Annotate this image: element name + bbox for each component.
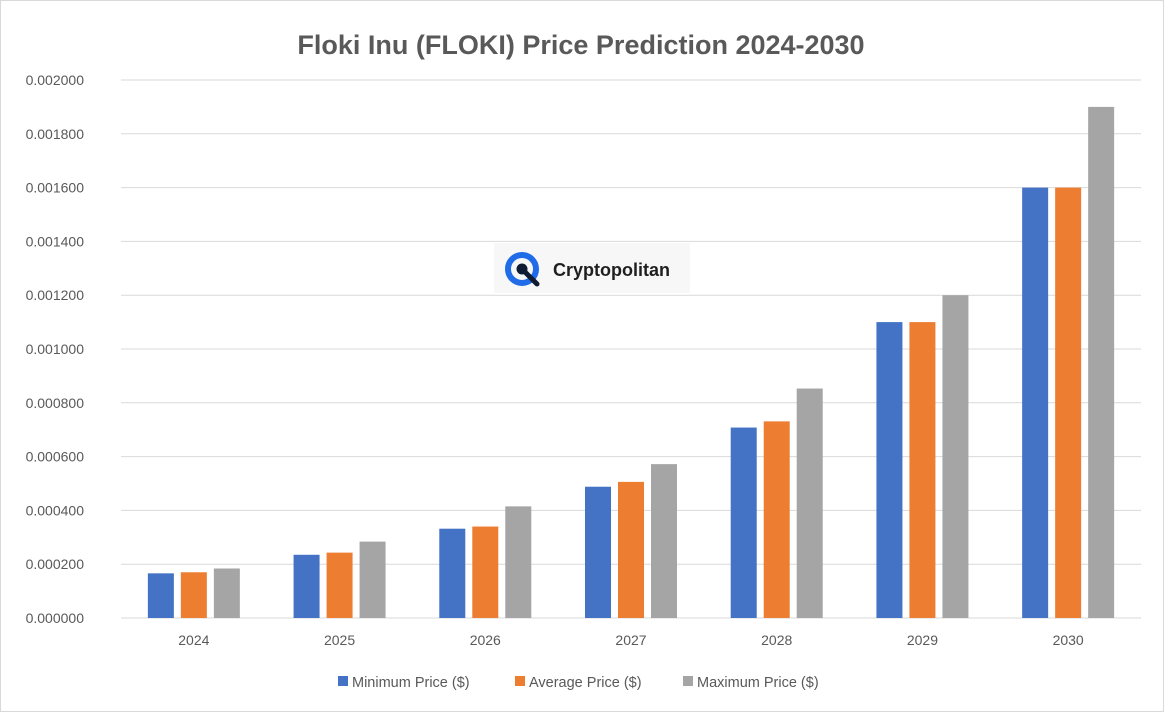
y-tick-label: 0.001200 — [26, 287, 85, 303]
bar-min-2027 — [585, 486, 611, 618]
y-tick-label: 0.001400 — [26, 233, 85, 249]
legend: Minimum Price ($) Average Price ($) Maximu… — [338, 675, 819, 691]
x-tick-label: 2029 — [907, 632, 938, 648]
x-tick-label: 2025 — [324, 632, 355, 648]
logo-tail — [522, 269, 540, 287]
bar-min-2024 — [147, 573, 174, 618]
legend-swatch — [683, 676, 693, 686]
bar-avg-2029 — [909, 322, 936, 618]
bar-max-2024 — [213, 568, 240, 618]
y-tick-label: 0.002000 — [26, 72, 85, 88]
bar-min-2029 — [876, 322, 903, 618]
bar-max-2028 — [796, 388, 823, 618]
y-tick-label: 0.000200 — [26, 556, 85, 572]
bar-avg-2025 — [326, 552, 353, 618]
bar-min-2026 — [439, 528, 466, 618]
legend-swatch — [338, 676, 348, 686]
bar-avg-2027 — [618, 481, 644, 618]
bar-max-2027 — [651, 464, 677, 618]
x-axis-ticks: 2024 2025 2026 2027 2028 2029 2030 — [178, 632, 1084, 648]
bar-max-2029 — [942, 295, 969, 618]
bar-min-2030 — [1022, 187, 1049, 618]
y-tick-label: 0.000400 — [26, 502, 85, 518]
x-tick-label: 2026 — [470, 632, 501, 648]
cryptopolitan-logo-icon — [505, 252, 540, 287]
y-axis-ticks: 0.000000 0.000200 0.000400 0.000600 0.000800… — [26, 72, 85, 626]
bar-max-2030 — [1088, 106, 1115, 619]
bar-min-2028 — [730, 427, 757, 618]
logo-ring — [505, 252, 539, 286]
y-tick-label: 0.000000 — [26, 610, 85, 626]
bar-min-2025 — [293, 554, 320, 618]
legend-label: Minimum Price ($) — [352, 675, 470, 691]
y-tick-label: 0.001800 — [26, 126, 85, 142]
chart-title: Floki Inu (FLOKI) Price Prediction 2024-… — [297, 30, 864, 60]
bar-avg-2028 — [763, 421, 790, 618]
gridlines — [121, 79, 1141, 619]
bar-max-2026 — [505, 506, 532, 618]
bar-max-2025 — [359, 541, 386, 618]
y-tick-label: 0.001600 — [26, 180, 85, 196]
x-tick-label: 2030 — [1053, 632, 1084, 648]
y-tick-label: 0.000600 — [26, 449, 85, 465]
x-tick-label: 2027 — [615, 632, 646, 648]
bar-avg-2026 — [472, 526, 499, 618]
bar-avg-2024 — [180, 572, 207, 618]
watermark-name: Cryptopolitan — [553, 260, 670, 280]
legend-swatch — [515, 676, 525, 686]
x-tick-label: 2028 — [761, 632, 792, 648]
legend-label: Average Price ($) — [529, 675, 642, 691]
bars — [147, 106, 1115, 619]
y-tick-label: 0.001000 — [26, 341, 85, 357]
legend-label: Maximum Price ($) — [697, 675, 819, 691]
bar-avg-2030 — [1055, 187, 1082, 618]
cryptopolitan-watermark: Cryptopolitan — [494, 243, 690, 293]
y-tick-label: 0.000800 — [26, 395, 85, 411]
x-tick-label: 2024 — [178, 632, 209, 648]
